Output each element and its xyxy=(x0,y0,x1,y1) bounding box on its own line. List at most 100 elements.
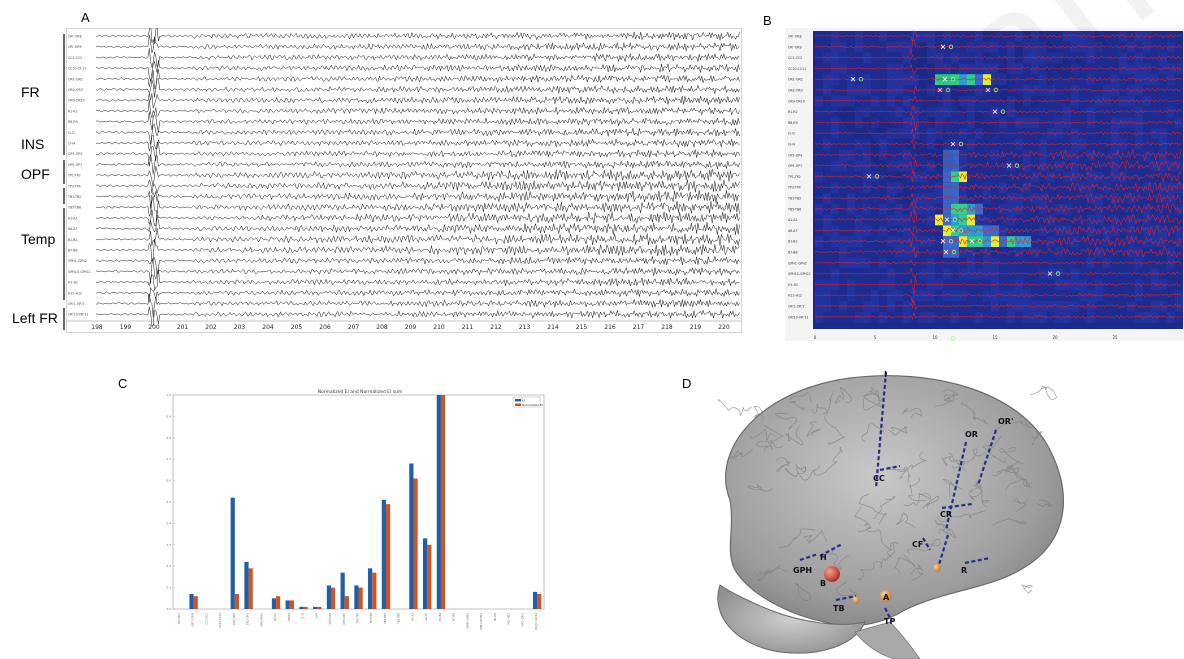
heat-channel-label: CC10-CC11 xyxy=(788,67,806,71)
cortical-fold xyxy=(969,481,983,493)
eeg-channel-label: OR'10-OR'11 xyxy=(68,313,89,317)
heat-trace xyxy=(814,30,1182,42)
bar-x-tick: TP3-TP4 xyxy=(369,613,373,624)
cortical-fold xyxy=(756,440,774,452)
brain-label-cf: CF xyxy=(912,540,923,549)
cortical-fold xyxy=(814,447,843,476)
eeg-trace xyxy=(95,166,740,187)
cortical-fold xyxy=(954,448,986,463)
heat-channel-label: OR'-OR8 xyxy=(788,35,802,39)
heat-trace xyxy=(814,224,1182,238)
electrodes xyxy=(799,371,998,623)
bar-normalized-ei xyxy=(427,544,432,609)
bar-ei xyxy=(532,591,538,609)
cortical-fold xyxy=(909,564,924,581)
bar-ei xyxy=(436,395,441,609)
eeg-time-label: 206 xyxy=(319,324,331,331)
cortical-fold xyxy=(889,466,911,484)
cortical-fold xyxy=(831,547,850,570)
cortical-fold xyxy=(811,390,835,414)
seizure-focus-b xyxy=(824,566,840,582)
heat-trace xyxy=(814,96,1182,103)
heat-trace xyxy=(814,159,1182,174)
eeg-trace xyxy=(95,255,740,275)
cortical-fold xyxy=(991,460,1020,477)
brain-label-or-prime: OR' xyxy=(998,417,1013,426)
bar-ei xyxy=(368,568,373,609)
onset-marker xyxy=(950,228,964,233)
bar-normalized-ei xyxy=(358,587,363,609)
bar-y-tick: 0.5 xyxy=(167,500,172,504)
heat-trace xyxy=(814,259,1182,266)
bar-ei xyxy=(409,463,414,609)
cortical-fold xyxy=(938,528,957,539)
eeg-channel-label: TB1-TB2 xyxy=(67,195,81,199)
electrode-tp xyxy=(884,607,893,623)
cortical-fold xyxy=(774,412,798,430)
cortical-fold xyxy=(750,429,777,441)
bar-x-tick: OR'-OR7 xyxy=(177,613,181,624)
cortical-fold xyxy=(1036,499,1053,508)
heat-trace xyxy=(814,202,1182,214)
eeg-time-label: 218 xyxy=(661,324,673,331)
ei-bar-chart: Normalized EI and Normalized EI sum 0.0 0… xyxy=(167,389,545,630)
cortical-fold xyxy=(806,421,822,437)
heat-channel-label: TP3-TP4 xyxy=(787,186,801,190)
onset-marker xyxy=(942,76,956,82)
bar-x-tick: OR9-OR10 xyxy=(259,613,263,627)
onset-marker xyxy=(985,87,999,93)
eeg-trace xyxy=(95,111,740,133)
eeg-trace xyxy=(95,154,740,175)
eeg-trace xyxy=(95,258,740,284)
cortical-fold xyxy=(898,451,927,480)
eeg-trace xyxy=(95,60,740,82)
chart-legend: EI Normalized EI xyxy=(512,396,543,408)
bar-normalized-ei xyxy=(289,600,294,609)
bar-normalized-ei xyxy=(440,395,446,609)
heat-trace xyxy=(814,246,1182,259)
electrode-r xyxy=(964,556,991,565)
cortical-fold xyxy=(1031,430,1043,446)
cortical-fold xyxy=(857,561,882,581)
heat-channel-label: GPH10-GPH11 xyxy=(788,272,811,276)
onset-marker xyxy=(943,249,957,255)
cortical-fold xyxy=(952,460,967,472)
eeg-channel-label: OP5-OP7 xyxy=(68,163,82,167)
heat-trace xyxy=(814,104,1182,116)
heat-channel-label: OR1-OR2 xyxy=(788,78,803,82)
cortical-fold xyxy=(718,399,752,416)
bar-normalized-ei xyxy=(537,594,542,609)
eeg-time-label: 212 xyxy=(490,324,502,331)
bar-x-tick: R1-R2 xyxy=(273,613,277,621)
heat-trace xyxy=(814,54,1182,61)
bar-ei xyxy=(381,499,386,609)
eeg-time-label: 200 xyxy=(148,324,160,331)
seizure-focus-cf xyxy=(933,564,941,572)
heat-channel-label: B7-B8 xyxy=(788,251,797,255)
heat-channel-label: OR9-OR10 xyxy=(788,99,805,103)
bar-ei xyxy=(299,606,304,609)
eeg-trace xyxy=(95,78,740,98)
bar-ei xyxy=(313,606,318,609)
bar-x-tick: A6-A7 xyxy=(424,613,428,621)
eeg-time-label: 204 xyxy=(262,324,274,331)
bar-normalized-ei xyxy=(234,594,240,609)
cortical-fold xyxy=(996,464,1016,474)
heat-channel-label: A6-A7 xyxy=(788,229,798,233)
seizure-focus-a xyxy=(880,590,892,602)
eeg-time-label: 199 xyxy=(120,324,132,331)
heat-trace xyxy=(814,139,1182,150)
bar-x-tick: GPH1-GPH2 xyxy=(465,613,469,629)
eeg-channel-label: TP3-TP4 xyxy=(67,184,81,188)
cortical-fold xyxy=(907,539,941,555)
cortical-fold xyxy=(753,406,764,420)
cortical-fold xyxy=(864,390,883,407)
bar-x-tick: TP1-TP2 xyxy=(356,613,360,624)
heat-channel-label: TB5-TB6 xyxy=(787,207,801,211)
brain-label-h: H xyxy=(820,553,827,562)
eeg-time-label: 201 xyxy=(177,324,189,331)
bar-ei xyxy=(340,572,345,609)
bar-normalized-ei xyxy=(385,504,391,609)
bar-normalized-ei xyxy=(331,587,336,609)
eeg-time-label: 215 xyxy=(576,324,588,331)
